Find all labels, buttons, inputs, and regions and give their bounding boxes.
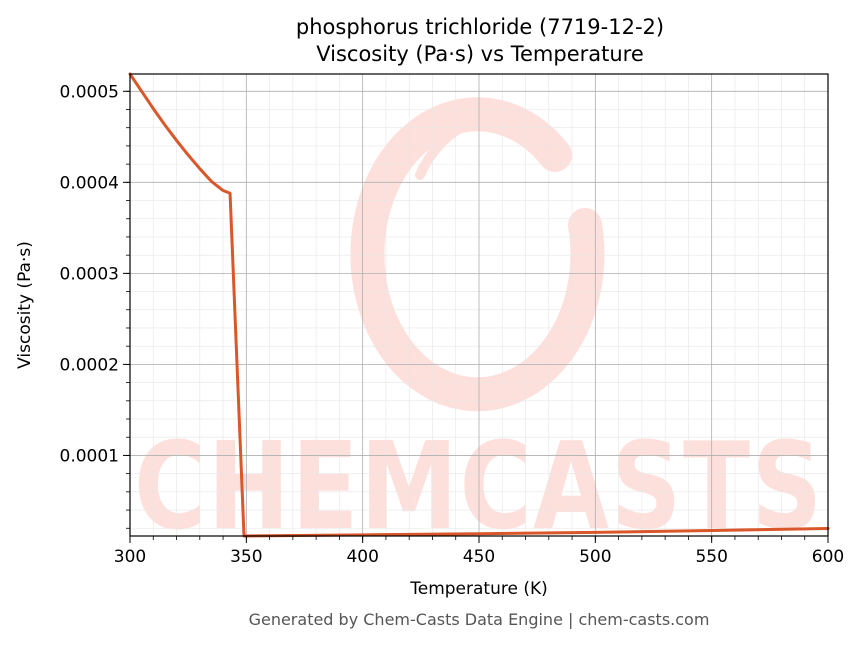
x-tick-label: 550 (695, 547, 727, 567)
viscosity-series-line (128, 72, 830, 538)
x-axis-label: Temperature (K) (409, 579, 548, 599)
y-tick-label: 0.0003 (60, 264, 119, 284)
y-tick-label: 0.0004 (60, 173, 119, 193)
y-axis-ticks: 0.0001 0.0002 0.0003 0.0004 0.0005 (60, 82, 130, 529)
y-tick-label: 0.0002 (60, 355, 119, 375)
x-tick-label: 300 (114, 547, 146, 567)
y-tick-label: 0.0001 (60, 446, 119, 466)
x-tick-label: 400 (346, 547, 378, 567)
x-tick-label: 350 (230, 547, 262, 567)
x-tick-label: 500 (579, 547, 611, 567)
footer-credit: Generated by Chem-Casts Data Engine | ch… (249, 610, 710, 629)
y-axis-label: Viscosity (Pa·s) (15, 241, 35, 369)
chem-casts-swirl-logo-icon (350, 97, 605, 412)
series-layer (128, 72, 830, 538)
x-axis-ticks: 300 350 400 450 500 550 600 (114, 536, 844, 567)
x-tick-label: 600 (812, 547, 844, 567)
x-tick-label: 450 (463, 547, 495, 567)
chart-title: phosphorus trichloride (7719-12-2) (296, 15, 664, 39)
y-tick-label: 0.0005 (60, 82, 119, 102)
chart-subtitle: Viscosity (Pa·s) vs Temperature (316, 42, 644, 66)
